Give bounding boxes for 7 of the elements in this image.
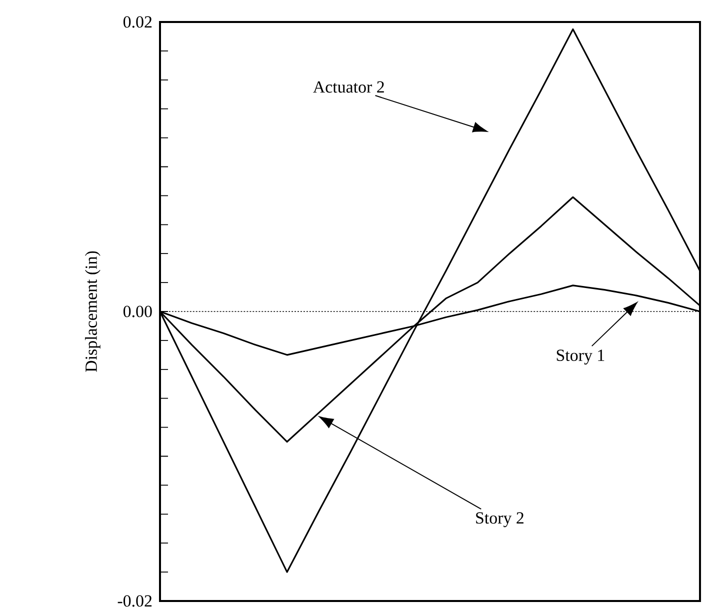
annotation: Actuator 2 xyxy=(313,81,384,93)
y-axis-title: Displacement (in) xyxy=(85,251,100,372)
annotation: Story 1 xyxy=(556,350,604,365)
y-tick-label: 0.02 xyxy=(123,16,152,28)
annotation: Story 2 xyxy=(476,512,524,528)
y-tick-label: -0.02 xyxy=(118,595,152,607)
y-tick-label: 0.00 xyxy=(123,306,152,318)
